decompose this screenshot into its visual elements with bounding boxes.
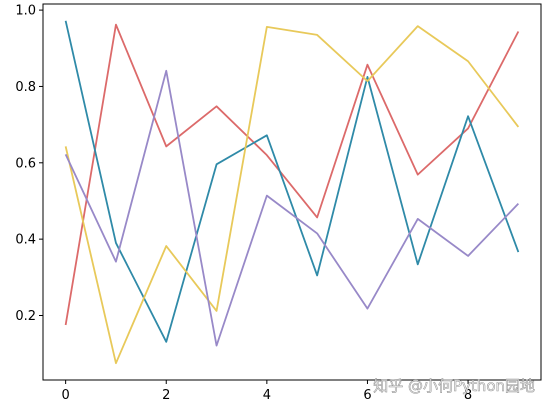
plot-frame [42,3,542,381]
y-axis: 0.2 0.4 0.6 0.8 1.0 [15,4,43,324]
x-tick-label: 4 [263,388,271,403]
series-line-2 [64,20,520,343]
watermark: 知乎 @小何Python园地 [373,377,535,395]
x-tick-label: 2 [162,388,170,403]
y-tick-label: 0.2 [15,309,36,324]
x-tick-label: 6 [363,388,371,403]
series-layer [64,20,520,365]
y-tick-label: 0.6 [15,156,36,171]
y-tick-label: 0.8 [15,80,36,95]
series-line-3 [64,25,520,365]
series-line-1 [64,23,520,326]
x-tick-label: 8 [464,388,472,403]
x-tick-label: 0 [61,388,69,403]
series-line-4 [64,69,520,347]
y-tick-label: 0.4 [15,233,36,248]
y-tick-label: 1.0 [15,4,36,19]
x-axis: 0 2 4 6 8 [61,380,472,403]
